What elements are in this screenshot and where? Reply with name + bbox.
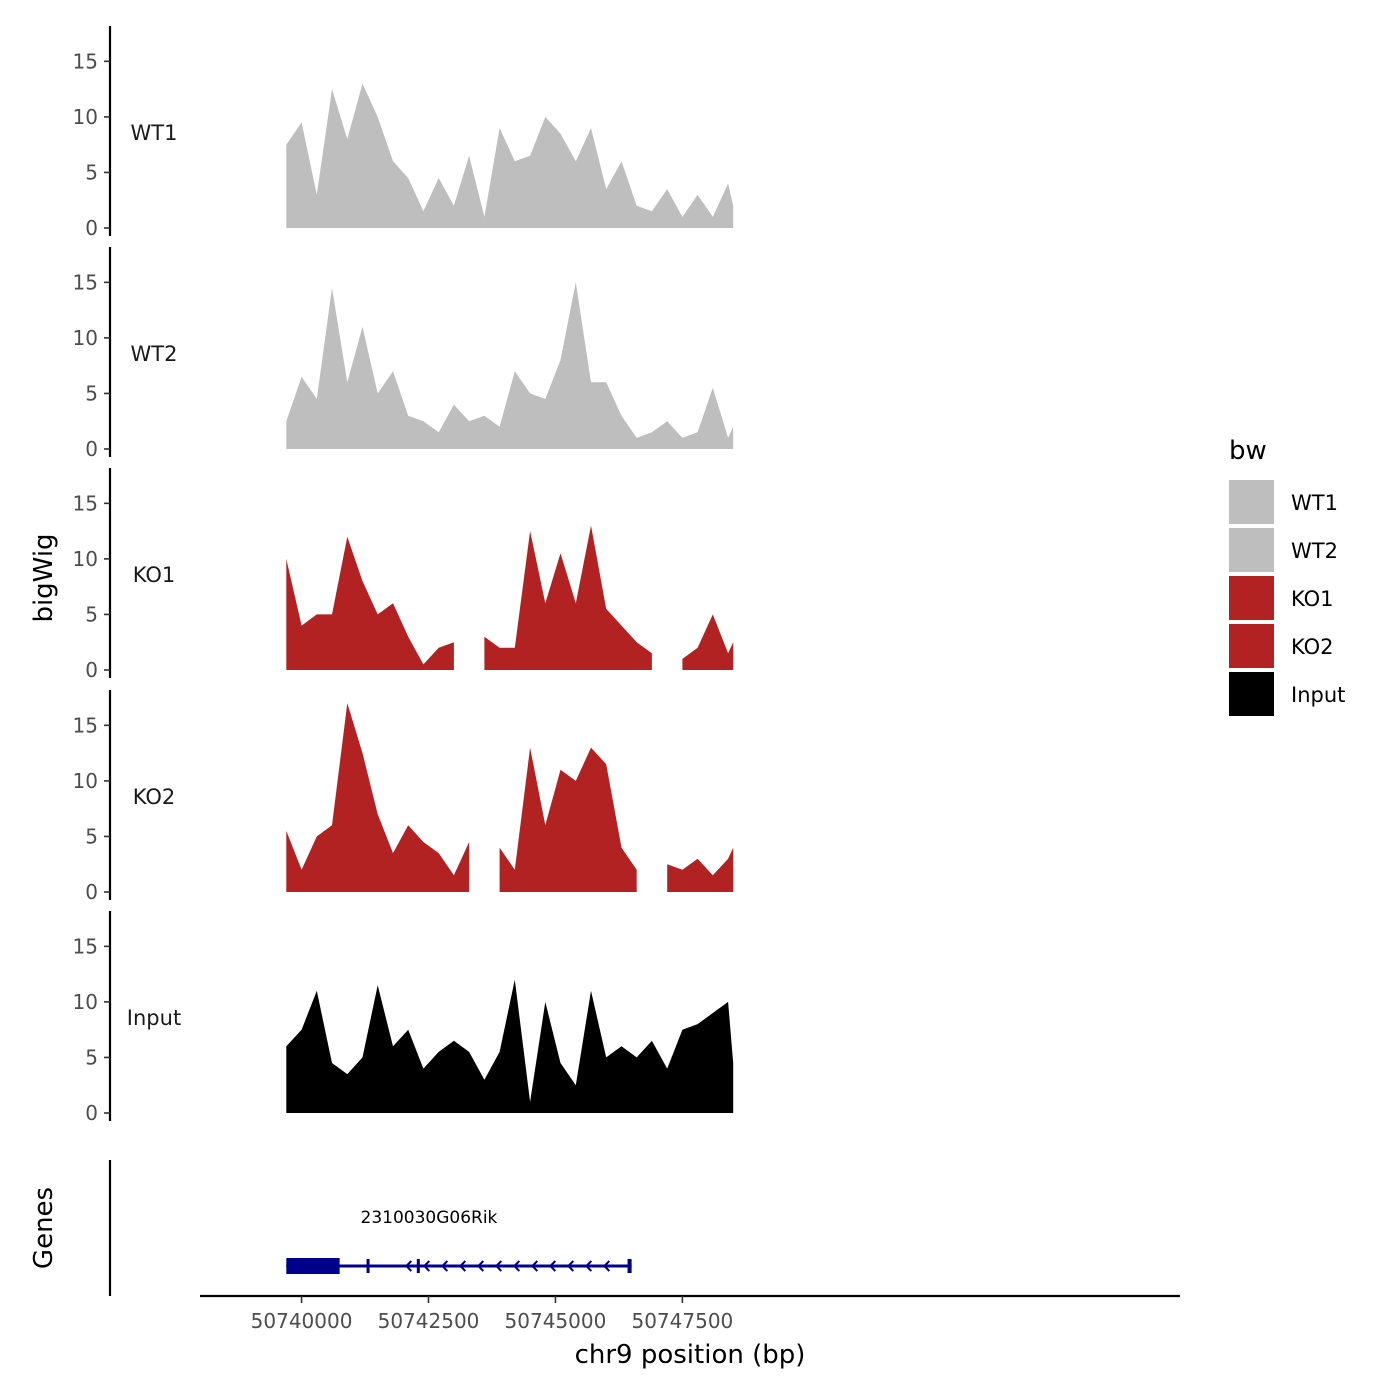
x-axis-title: chr9 position (bp) xyxy=(575,1340,806,1370)
track-label-ko1: KO1 xyxy=(133,563,176,587)
coverage-tracks: 0 5 10 15 WT1 0 5 10 15 WT2 0 5 10 15 KO1 0 5 10 15 KO2 0 5 10… xyxy=(73,26,734,1125)
strand-arrow xyxy=(494,1260,503,1272)
y-tick-label: 10 xyxy=(73,547,98,571)
area-ko2 xyxy=(286,703,470,892)
legend-swatch-wt1 xyxy=(1229,480,1274,524)
track-label-wt2: WT2 xyxy=(131,342,178,366)
y-tick-label: 15 xyxy=(73,49,98,73)
gene-exon xyxy=(627,1259,632,1273)
x-tick-label: 50742500 xyxy=(378,1309,480,1333)
area-ko1 xyxy=(286,536,454,670)
x-axis: 50740000 50742500 50745000 50747500 xyxy=(200,1294,1180,1333)
y-tick-label: 0 xyxy=(85,880,98,904)
y-tick-label: 10 xyxy=(73,990,98,1014)
area-input xyxy=(286,979,734,1113)
area-wt1 xyxy=(286,83,734,228)
strand-arrow xyxy=(476,1260,485,1272)
area-ko1 xyxy=(682,614,734,670)
y-tick-label: 0 xyxy=(85,216,98,240)
legend-swatch-wt2 xyxy=(1229,528,1274,572)
y-tick-label: 5 xyxy=(85,602,98,626)
y-tick-label: 5 xyxy=(85,824,98,848)
legend-title: bw xyxy=(1229,436,1267,466)
strand-arrow xyxy=(602,1260,611,1272)
area-ko1 xyxy=(484,525,652,670)
area-wt2 xyxy=(286,282,734,449)
track-label-input: Input xyxy=(127,1006,181,1030)
track-label-wt1: WT1 xyxy=(131,121,178,145)
strand-arrow xyxy=(458,1260,467,1272)
y-tick-label: 10 xyxy=(73,326,98,350)
x-tick-label: 50745000 xyxy=(505,1309,607,1333)
y-axis-title: bigWig xyxy=(29,533,59,622)
y-tick-label: 15 xyxy=(73,713,98,737)
y-tick-label: 0 xyxy=(85,437,98,461)
strand-arrow xyxy=(566,1260,575,1272)
legend-swatch-input xyxy=(1229,672,1274,716)
track-input: 0 5 10 15 Input xyxy=(73,911,734,1125)
legend-label-ko1: KO1 xyxy=(1291,587,1334,611)
track-ko1: 0 5 10 15 KO1 xyxy=(73,468,734,682)
y-tick-label: 10 xyxy=(73,105,98,129)
gene-track: 2310030G06Rik xyxy=(108,1160,632,1296)
y-tick-label: 15 xyxy=(73,491,98,515)
strand-arrow xyxy=(548,1260,557,1272)
gene-exon xyxy=(366,1259,370,1273)
y-tick-label: 15 xyxy=(73,934,98,958)
area-ko2 xyxy=(499,747,637,892)
y-tick-label: 5 xyxy=(85,381,98,405)
legend-swatch-ko1 xyxy=(1229,576,1274,620)
track-label-ko2: KO2 xyxy=(133,785,176,809)
track-ko2: 0 5 10 15 KO2 xyxy=(73,690,734,904)
x-tick-label: 50747500 xyxy=(631,1309,733,1333)
strand-arrow xyxy=(512,1260,521,1272)
y-tick-label: 0 xyxy=(85,1101,98,1125)
track-wt1: 0 5 10 15 WT1 xyxy=(73,26,734,240)
strand-arrow xyxy=(404,1260,413,1272)
genes-axis-title: Genes xyxy=(29,1187,59,1269)
area-ko2 xyxy=(667,847,734,892)
y-tick-label: 10 xyxy=(73,769,98,793)
legend-swatch-ko2 xyxy=(1229,624,1274,668)
legend-label-ko2: KO2 xyxy=(1291,635,1334,659)
legend-label-input: Input xyxy=(1291,683,1345,707)
gene-exon xyxy=(286,1258,340,1274)
y-tick-label: 0 xyxy=(85,658,98,682)
y-tick-label: 5 xyxy=(85,160,98,184)
y-tick-label: 5 xyxy=(85,1045,98,1069)
gene-name-label: 2310030G06Rik xyxy=(361,1208,498,1228)
legend-label-wt2: WT2 xyxy=(1291,539,1338,563)
strand-arrow xyxy=(530,1260,539,1272)
strand-arrow xyxy=(422,1260,431,1272)
legend-label-wt1: WT1 xyxy=(1291,491,1338,515)
legend: bw WT1 WT2 KO1 KO2 Input xyxy=(1229,436,1345,716)
x-tick-label: 50740000 xyxy=(251,1309,353,1333)
gene-exon xyxy=(416,1259,420,1273)
y-tick-label: 15 xyxy=(73,270,98,294)
strand-arrow xyxy=(440,1260,449,1272)
track-wt2: 0 5 10 15 WT2 xyxy=(73,247,734,461)
strand-arrow xyxy=(584,1260,593,1272)
